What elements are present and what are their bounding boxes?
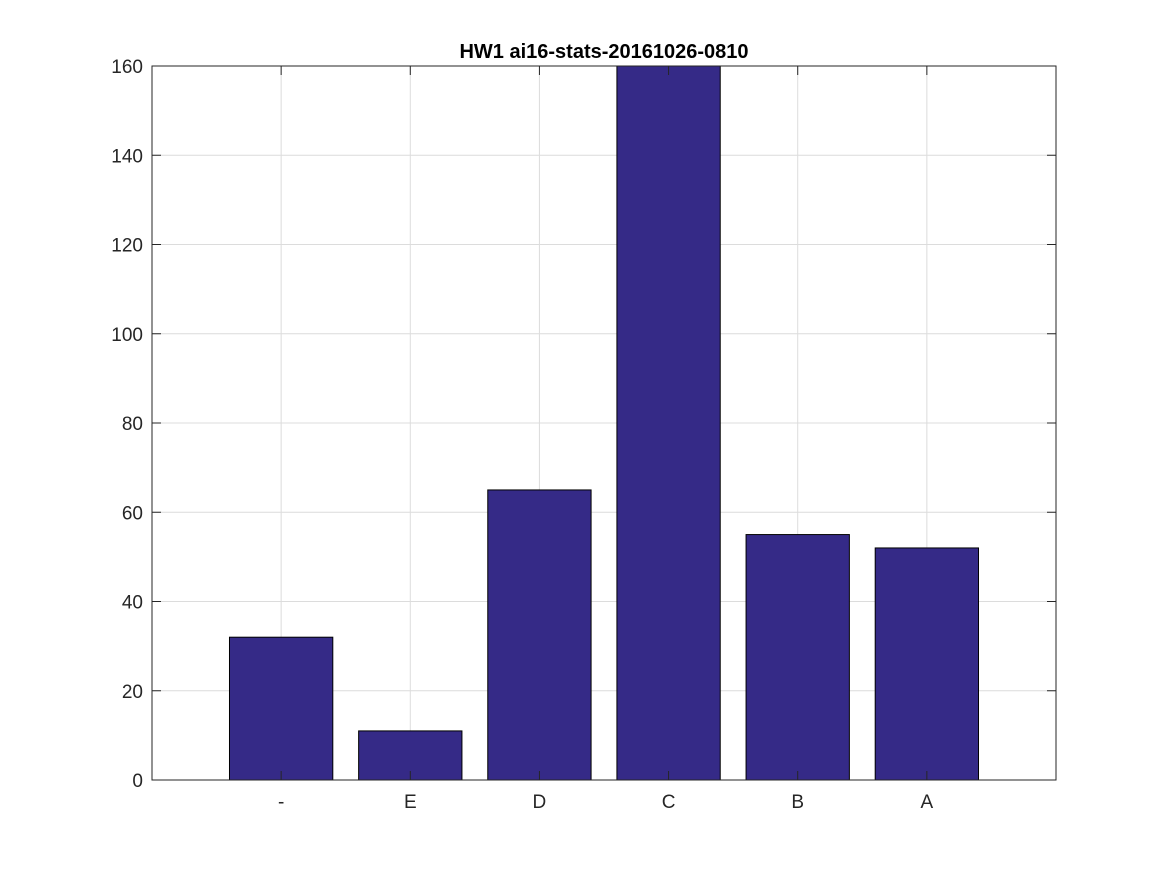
bar-a xyxy=(874,547,980,781)
y-tick-label: 20 xyxy=(122,682,143,703)
y-tick-label: 60 xyxy=(122,503,143,524)
bars xyxy=(228,65,980,781)
y-tick-label: 40 xyxy=(122,593,143,614)
y-tick-label: 160 xyxy=(111,57,143,78)
axis-ticks xyxy=(152,65,1056,781)
y-tick-label: 120 xyxy=(111,236,143,257)
x-tick-label: C xyxy=(662,792,676,813)
tick-labels: 0 20 40 60 80 100 120 140 160 - E D C B A xyxy=(111,57,933,813)
y-tick-label: 100 xyxy=(111,325,143,346)
chart-title: HW1 ai16-stats-20161026-0810 xyxy=(459,41,748,63)
x-tick-label: A xyxy=(921,792,934,813)
x-tick-label: D xyxy=(533,792,547,813)
x-tick-label: B xyxy=(791,792,804,813)
y-tick-label: 80 xyxy=(122,414,143,435)
x-tick-label: E xyxy=(404,792,417,813)
x-tick-label: - xyxy=(278,792,284,813)
bar-c xyxy=(616,65,721,781)
y-tick-label: 0 xyxy=(132,771,143,792)
bar-dash xyxy=(228,636,334,781)
bar-d xyxy=(487,489,592,781)
y-tick-label: 140 xyxy=(111,146,143,167)
bar-b xyxy=(745,534,850,781)
